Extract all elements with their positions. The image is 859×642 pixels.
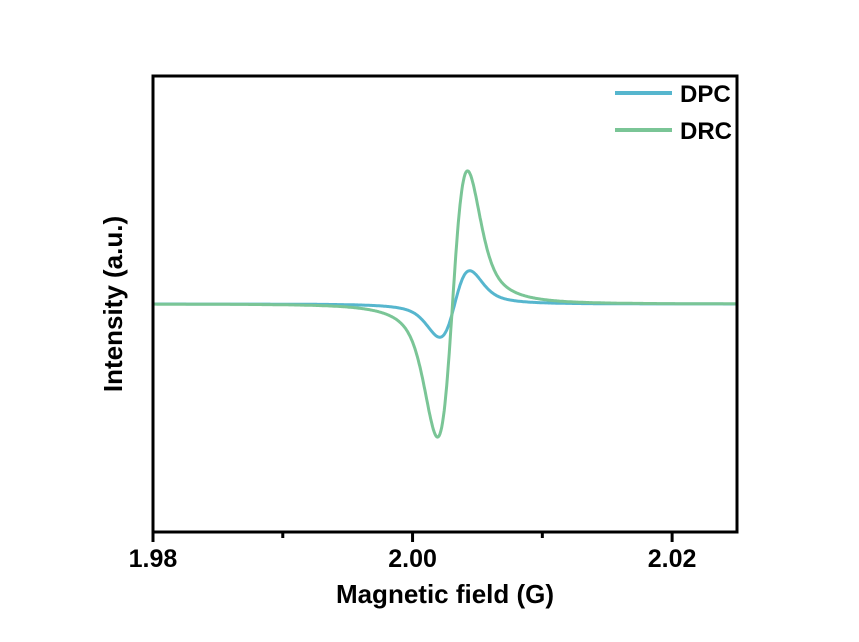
y-axis-title: Intensity (a.u.) — [98, 216, 128, 392]
legend-label-dpc: DPC — [680, 81, 731, 108]
legend-label-drc: DRC — [680, 118, 732, 145]
x-tick-label-2: 2.02 — [648, 545, 697, 573]
x-tick-label-0: 1.98 — [129, 545, 178, 573]
legend: DPC DRC — [615, 81, 732, 145]
x-axis-title: Magnetic field (G) — [336, 579, 554, 609]
x-tick-label-1: 2.00 — [388, 545, 437, 573]
plot-frame — [151, 74, 739, 534]
x-ticks — [151, 533, 674, 542]
series-drc — [151, 169, 739, 439]
